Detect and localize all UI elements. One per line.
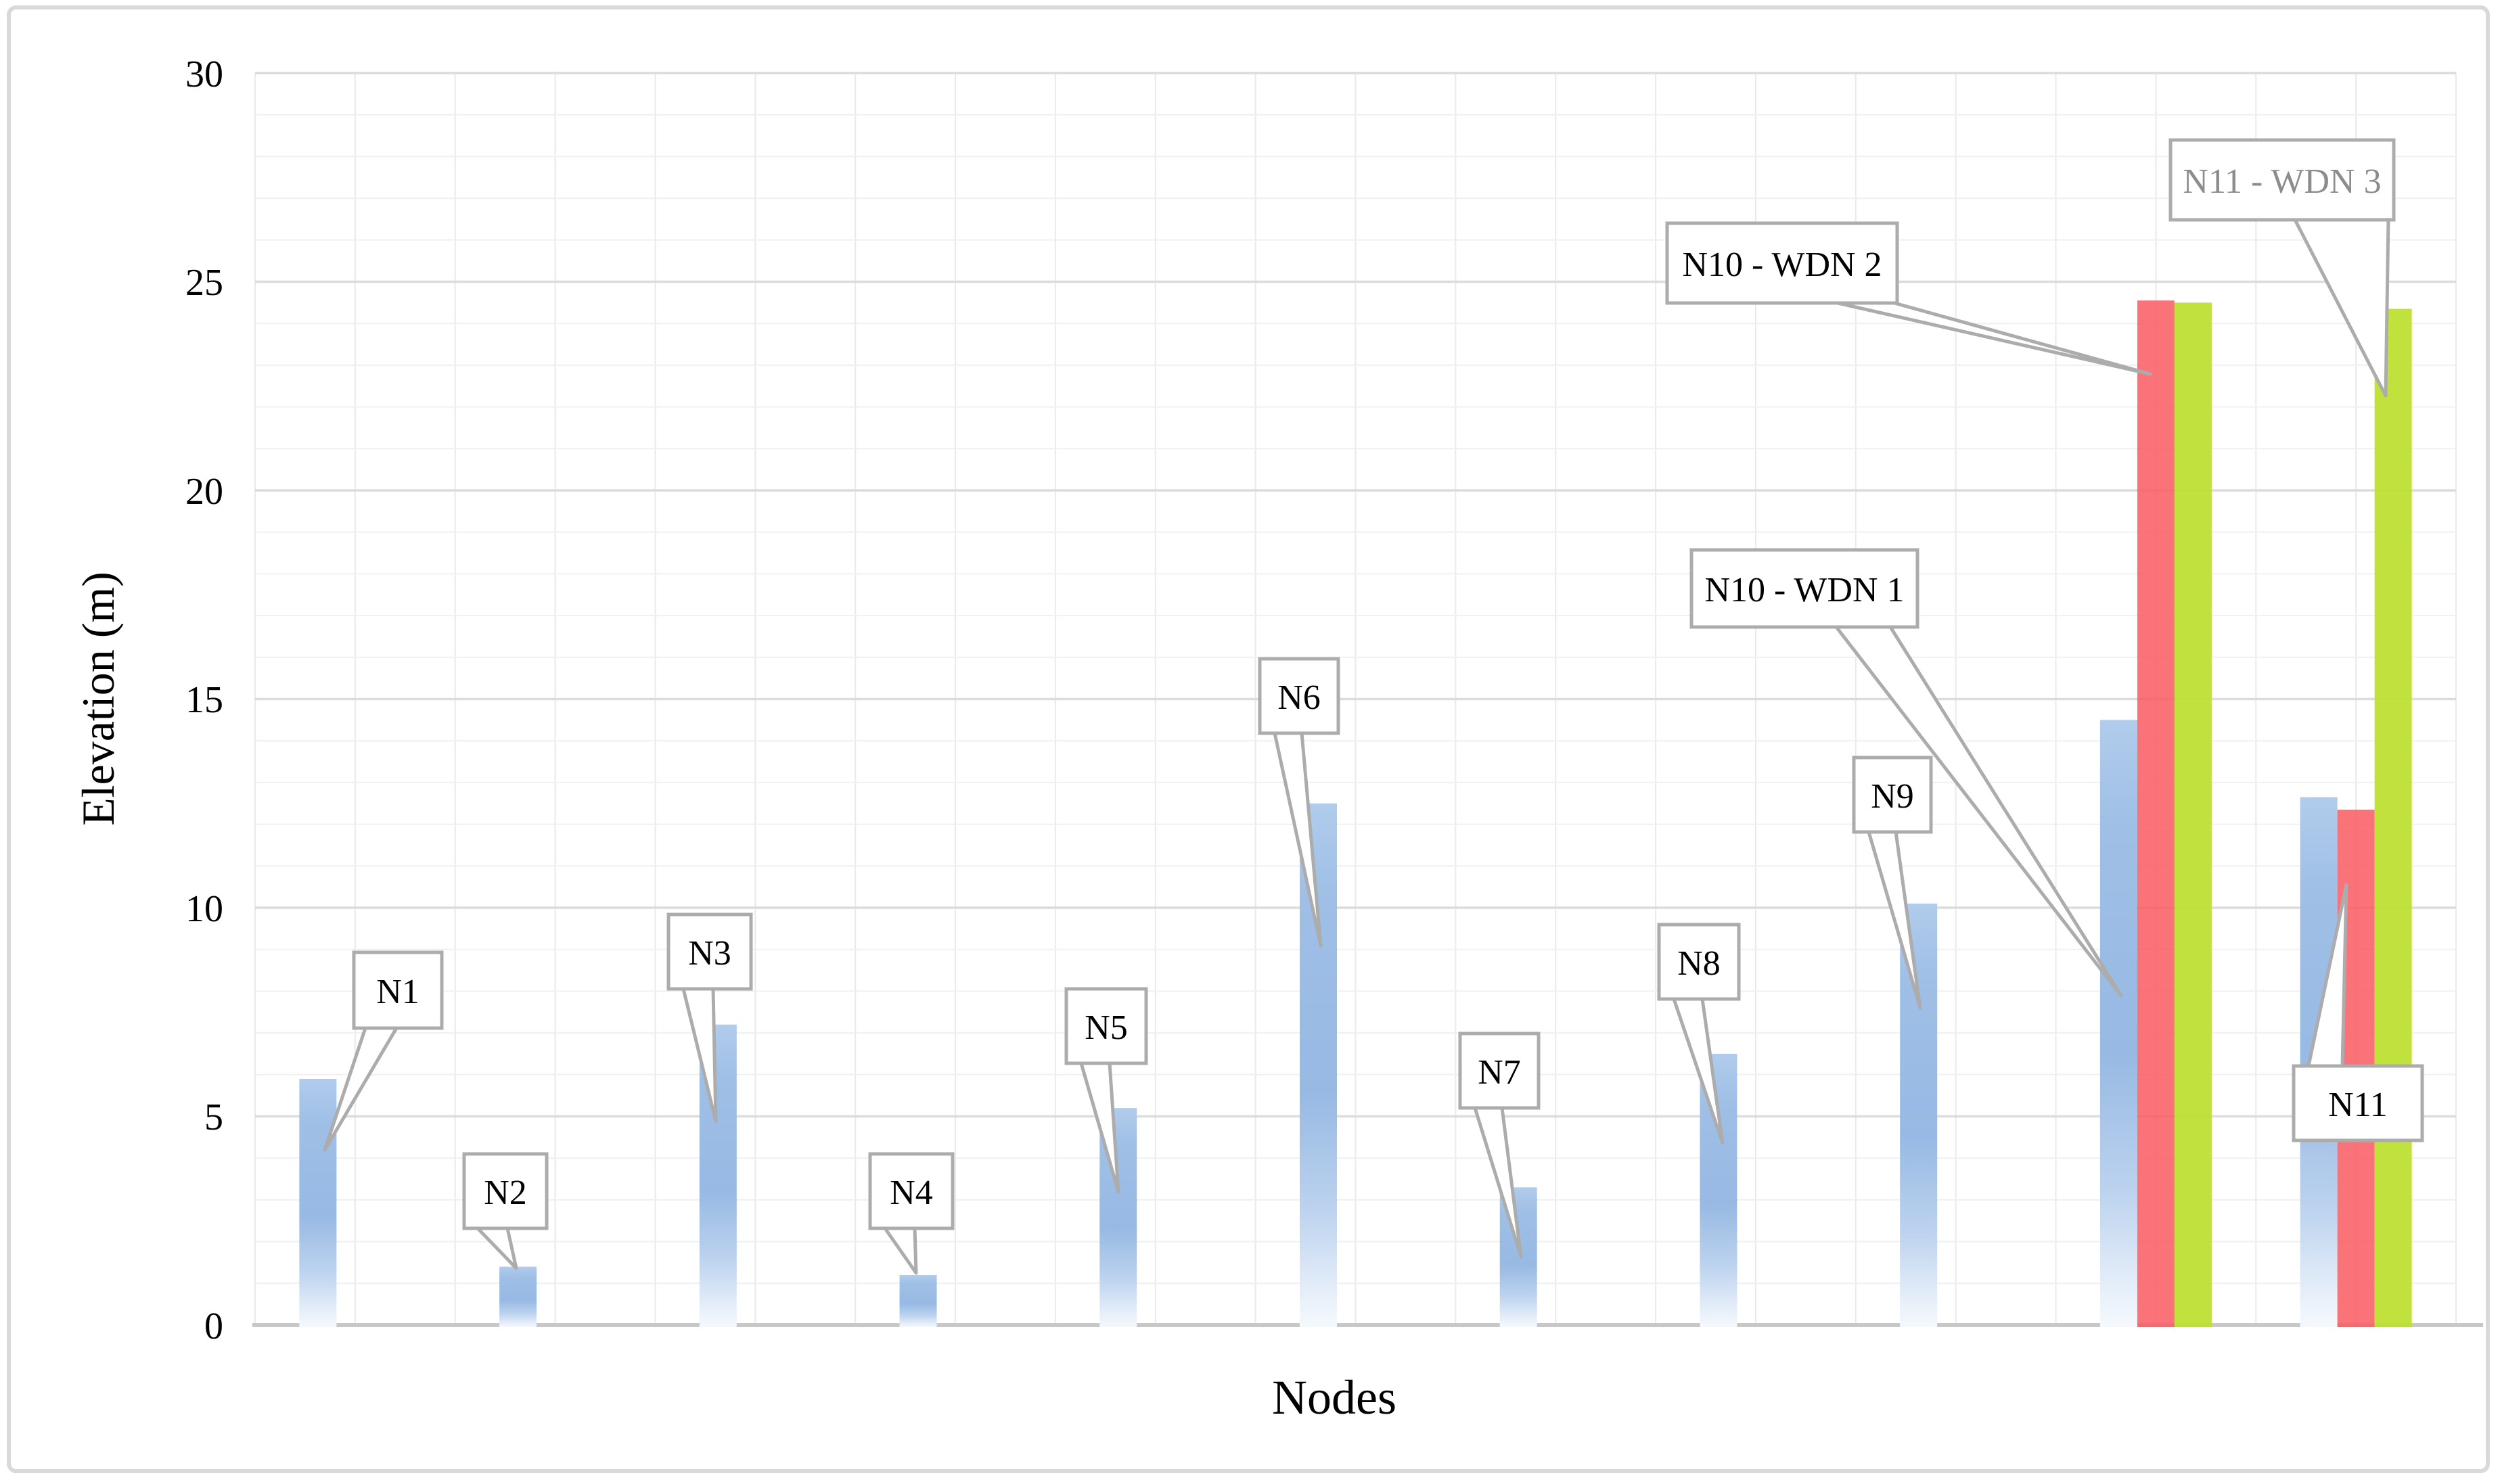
bar-n4-wdn1	[899, 1274, 937, 1327]
callout-pointer-6	[1473, 1106, 1523, 1259]
callout-label-0: N1	[376, 973, 419, 1011]
callout-box-1	[462, 1152, 549, 1230]
y-tick-label-25: 25	[185, 262, 223, 304]
callout-label-8: N9	[1871, 777, 1914, 816]
callout-label-5: N6	[1277, 678, 1321, 717]
callout-box-12	[2292, 1064, 2424, 1142]
callout-label-12: N11	[2328, 1086, 2388, 1124]
bar-n6-wdn1	[1300, 803, 1337, 1327]
bar-n10-wdn3	[2174, 302, 2212, 1328]
callout-label-7: N8	[1677, 944, 1721, 983]
callout-box-5	[1258, 657, 1340, 735]
y-tick-label-20: 20	[185, 471, 223, 513]
callout-label-6: N7	[1478, 1053, 1521, 1092]
callout-label-4: N5	[1085, 1008, 1128, 1047]
callout-pointer-1	[476, 1226, 518, 1270]
callout-label-10: N10 - WDN 2	[1682, 246, 1882, 284]
callout-label-9: N10 - WDN 1	[1704, 571, 1904, 609]
callout-label-2: N3	[688, 934, 731, 973]
callout-label-1: N2	[484, 1174, 527, 1212]
y-tick-label-5: 5	[204, 1096, 223, 1138]
y-tick-label-0: 0	[204, 1305, 223, 1347]
callout-box-4	[1064, 987, 1148, 1065]
y-tick-label-30: 30	[185, 53, 223, 95]
bar-n2-wdn1	[499, 1266, 537, 1327]
bar-n11-wdn3	[2374, 308, 2412, 1328]
callout-box-3	[868, 1152, 955, 1230]
callout-box-9	[1689, 548, 1919, 629]
y-axis-title: Elevation (m)	[72, 572, 124, 826]
callout-box-2	[666, 912, 753, 991]
callout-pointer-3	[883, 1226, 918, 1275]
bar-n9-wdn1	[1900, 903, 1938, 1327]
callout-box-6	[1458, 1031, 1541, 1110]
bar-n1-wdn1	[299, 1078, 337, 1327]
x-axis-title: Nodes	[1272, 1370, 1396, 1424]
callout-pointer-11	[2293, 218, 2390, 398]
callout-label-3: N4	[890, 1174, 933, 1212]
figure-border	[7, 5, 2490, 1473]
y-tick-label-15: 15	[185, 679, 223, 721]
callout-pointer-10	[1836, 301, 2152, 376]
callout-box-10	[1665, 221, 1899, 305]
bar-n10-wdn2	[2137, 300, 2175, 1327]
callout-box-8	[1852, 756, 1933, 834]
bar-n10-wdn1	[2099, 720, 2137, 1327]
callout-box-0	[352, 950, 444, 1030]
callout-box-7	[1657, 923, 1741, 1001]
callout-box-11	[2168, 138, 2396, 222]
callout-label-11: N11 - WDN 3	[2183, 162, 2381, 201]
y-tick-label-10: 10	[185, 888, 223, 930]
